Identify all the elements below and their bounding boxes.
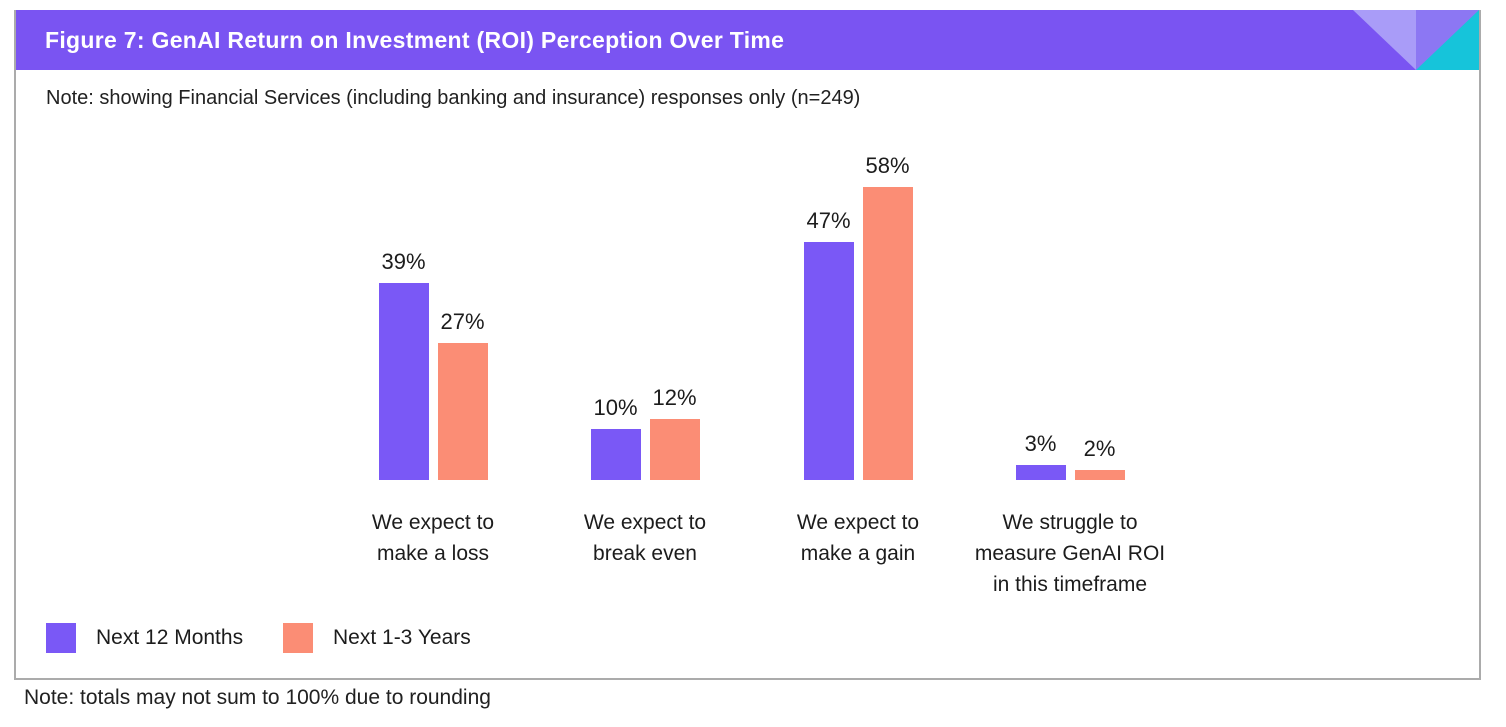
corner-decoration [1353, 10, 1479, 70]
lavender-triangle-icon [1353, 10, 1416, 70]
legend-swatch [283, 623, 313, 653]
bar-value-label: 12% [652, 385, 697, 410]
legend-swatch [46, 623, 76, 653]
category-label-line: We expect to [796, 511, 920, 534]
bar-value-label: 39% [381, 249, 426, 274]
bar-value-label: 58% [865, 153, 910, 178]
bar-next-1-3-years [649, 419, 700, 480]
legend-label: Next 12 Months [96, 626, 244, 649]
category-label-line: We struggle to [1002, 511, 1138, 534]
corner-cell-left [1353, 10, 1416, 70]
legend-item: Next 1-3 Years [283, 623, 471, 653]
category-label: We expect to break even [495, 507, 795, 569]
category-label-line: measure GenAI ROI [974, 542, 1166, 565]
figure-title: Figure 7: GenAI Return on Investment (RO… [45, 26, 785, 53]
category-label-line: We expect to [371, 511, 495, 534]
bar-next-1-3-years [437, 343, 488, 480]
legend-label: Next 1-3 Years [333, 626, 471, 649]
bar-value-label: 10% [593, 395, 638, 420]
bar-next-12-months [378, 283, 429, 480]
chart-area: 39% 27% We expect to make a loss 10% 12% We ex… [16, 10, 1479, 678]
category-label: We expect to make a gain [708, 507, 1008, 569]
bar-value-label: 47% [806, 208, 851, 233]
bar-value-label: 3% [1024, 431, 1057, 456]
bar-next-12-months [803, 242, 854, 480]
corner-cell-right [1416, 10, 1479, 70]
figure-panel: Figure 7: GenAI Return on Investment (RO… [14, 10, 1481, 680]
teal-triangle-icon [1416, 10, 1479, 70]
category-label-line: make a gain [800, 542, 916, 565]
figure-header-bar: Figure 7: GenAI Return on Investment (RO… [16, 10, 1479, 70]
bar-next-1-3-years [1074, 470, 1125, 480]
bar-next-12-months [1015, 465, 1066, 480]
rounding-note: Note: totals may not sum to 100% due to … [24, 686, 491, 709]
category-label-line: break even [593, 542, 697, 565]
category-label-line: make a loss [376, 542, 490, 565]
bar-next-12-months [590, 429, 641, 480]
bar-next-1-3-years [862, 187, 913, 480]
sample-note: Note: showing Financial Services (includ… [46, 87, 861, 109]
legend-item: Next 12 Months [46, 623, 243, 653]
category-label: We expect to make a loss [283, 507, 583, 569]
category-label-line: We expect to [583, 511, 707, 534]
bar-value-label: 2% [1083, 436, 1116, 461]
category-label: We struggle to measure GenAI ROI in this t… [920, 507, 1220, 600]
category-label-line: in this timeframe [992, 573, 1148, 596]
bar-value-label: 27% [440, 309, 485, 334]
